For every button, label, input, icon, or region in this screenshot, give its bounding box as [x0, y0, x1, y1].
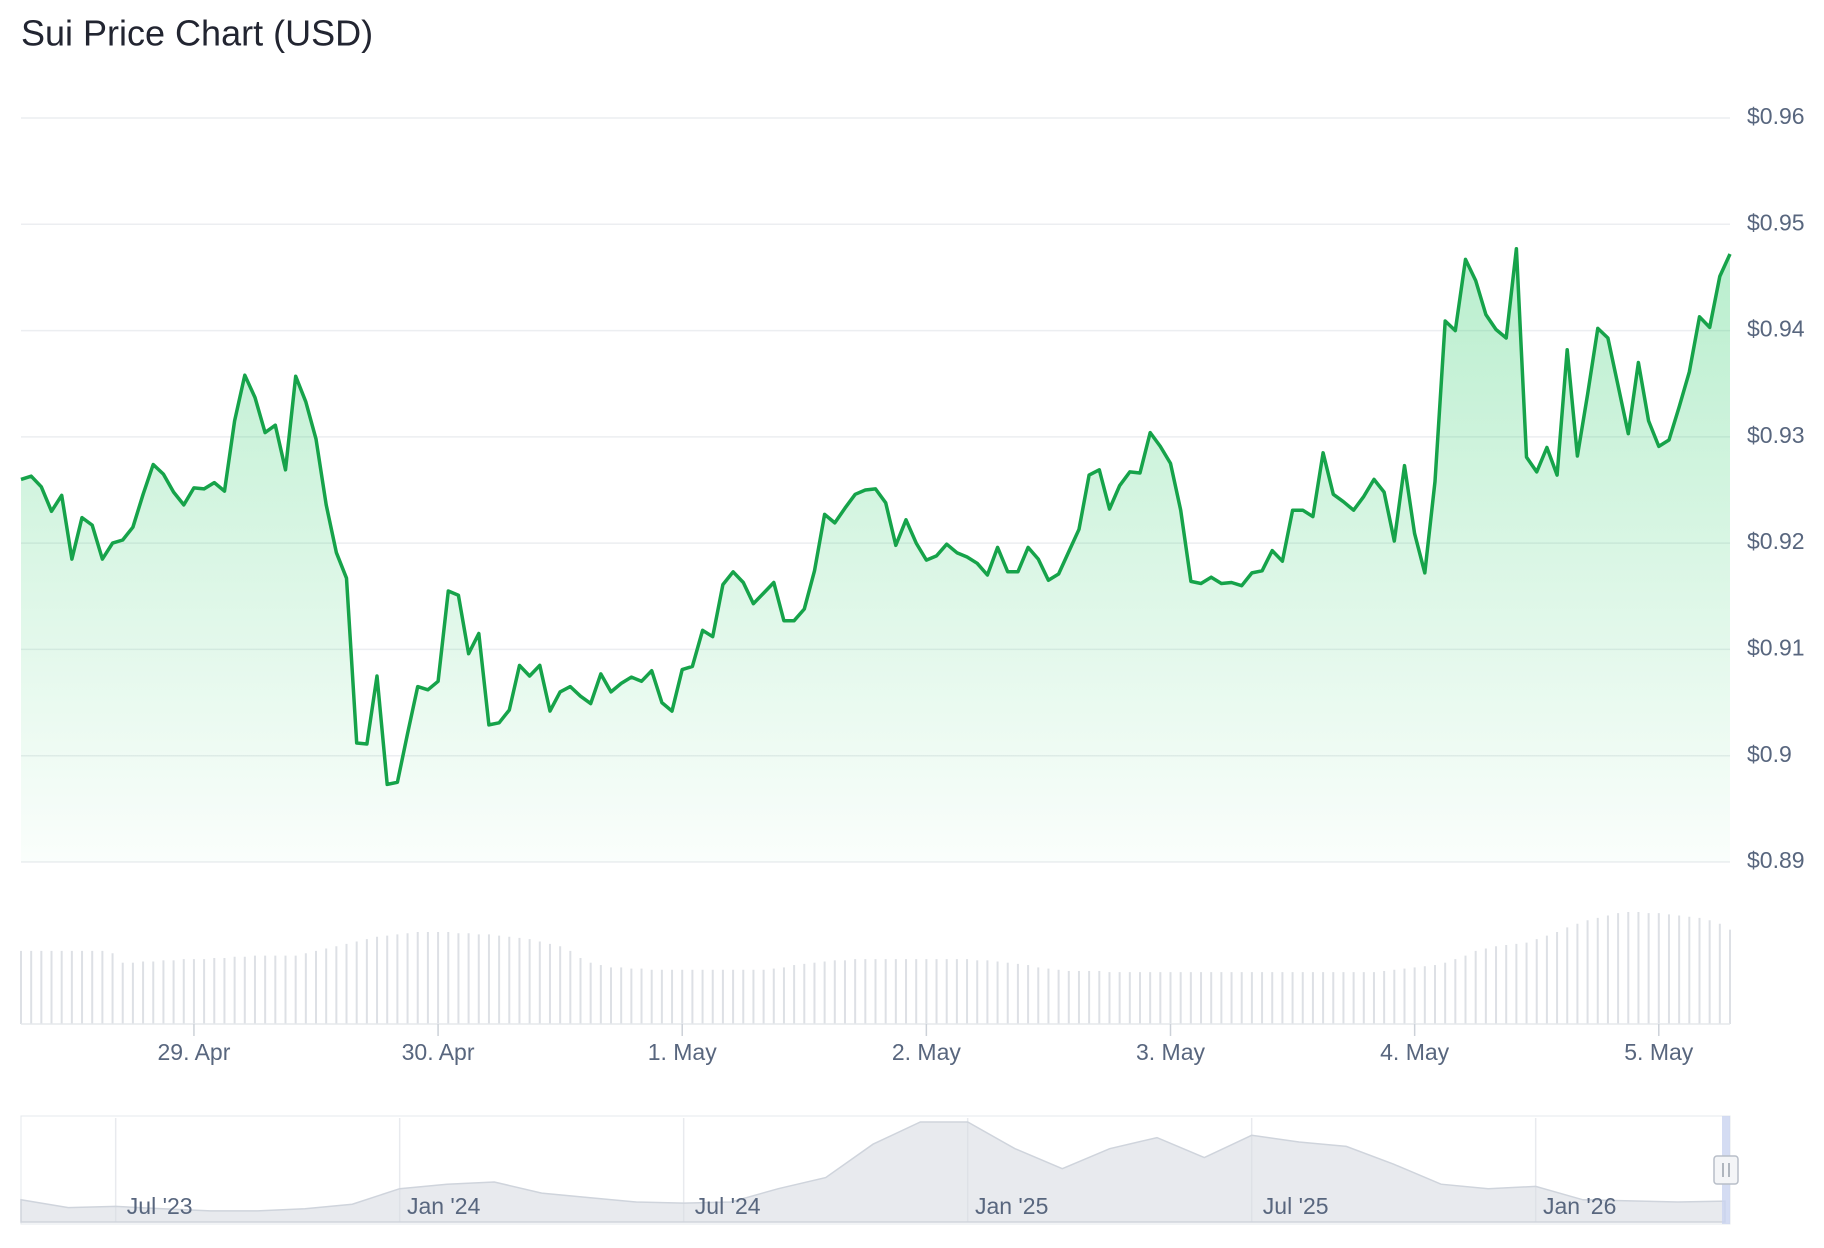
price-area [21, 248, 1730, 862]
y-tick-label: $0.94 [1747, 316, 1805, 342]
price-line [20, 246, 1732, 787]
x-tick-label: 3. May [1136, 1039, 1206, 1065]
y-tick-label: $0.91 [1747, 635, 1805, 661]
y-tick-label: $0.95 [1747, 209, 1805, 235]
x-tick-label: 5. May [1624, 1039, 1694, 1065]
chart-title: Sui Price Chart (USD) [21, 13, 373, 54]
navigator-label: Jan '24 [407, 1193, 481, 1219]
y-tick-label: $0.9 [1747, 741, 1792, 767]
x-tick-label: 4. May [1380, 1039, 1450, 1065]
navigator-label: Jul '24 [695, 1193, 761, 1219]
navigator-label: Jul '25 [1263, 1193, 1329, 1219]
navigator-label: Jul '23 [127, 1193, 193, 1219]
y-tick-label: $0.92 [1747, 528, 1805, 554]
x-tick-label: 29. Apr [157, 1039, 230, 1065]
x-tick-label: 30. Apr [402, 1039, 475, 1065]
navigator-area [20, 1121, 1726, 1223]
x-tick-label: 2. May [892, 1039, 962, 1065]
navigator-label: Jan '25 [975, 1193, 1048, 1219]
y-tick-label: $0.89 [1747, 847, 1805, 873]
y-tick-label: $0.93 [1747, 422, 1805, 448]
navigator-handle [1713, 1155, 1739, 1185]
navigator-label: Jan '26 [1543, 1193, 1616, 1219]
y-tick-label: $0.96 [1747, 103, 1805, 129]
x-tick-label: 1. May [648, 1039, 718, 1065]
